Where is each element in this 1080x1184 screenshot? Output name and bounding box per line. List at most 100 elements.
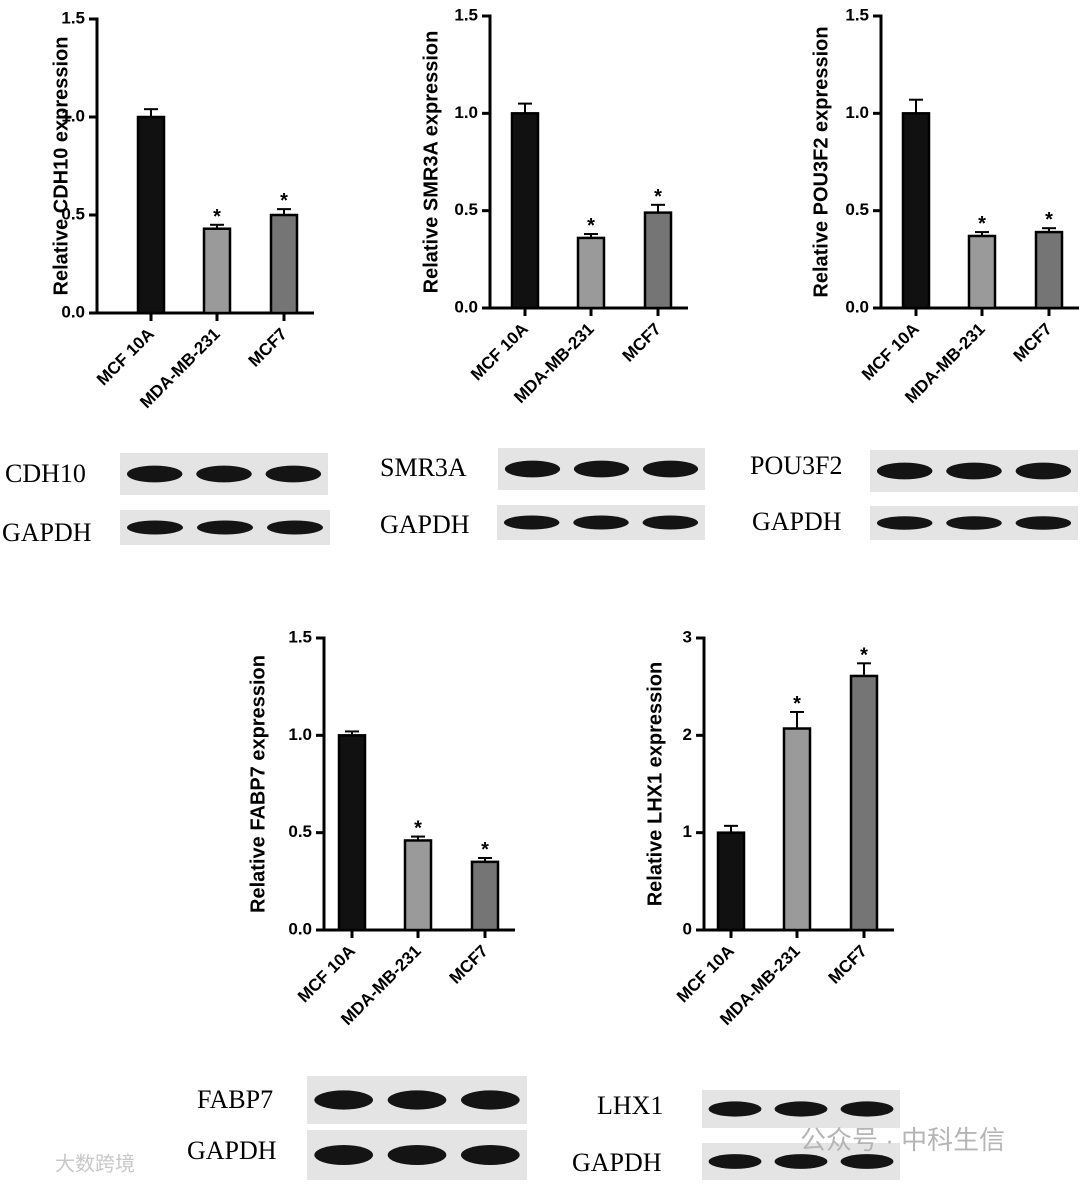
x-tick-label: MCF 10A: [673, 941, 738, 1006]
blot-band: [127, 520, 183, 535]
bar: [782, 727, 812, 932]
bar: [576, 236, 606, 310]
blot-label: SMR3A: [380, 453, 467, 482]
blot-label: LHX1: [597, 1091, 663, 1120]
blot-band: [126, 465, 183, 483]
blot-band: [461, 1090, 520, 1110]
y-tick-label: 1.0: [845, 103, 869, 122]
blot-band: [314, 1145, 373, 1165]
bar: [849, 674, 879, 932]
y-tick-label: 1.5: [288, 627, 312, 646]
bar: [136, 115, 166, 315]
bar: [901, 112, 931, 310]
blot-band: [387, 1145, 447, 1165]
blot-band: [1015, 462, 1072, 480]
y-tick-label: 1.5: [61, 8, 85, 27]
significance-mark: *: [587, 215, 595, 237]
significance-mark: *: [481, 839, 489, 861]
x-tick-label: MCF 10A: [467, 319, 532, 384]
significance-mark: *: [654, 186, 662, 208]
y-tick-label: 2: [683, 725, 692, 744]
blot-band: [642, 515, 699, 530]
blot-label: GAPDH: [2, 518, 92, 547]
significance-mark: *: [793, 693, 801, 715]
significance-mark: *: [860, 644, 868, 666]
y-tick-label: 0.5: [288, 822, 312, 841]
blot-band: [840, 1154, 894, 1169]
blot-label: GAPDH: [572, 1148, 662, 1177]
blot-band: [387, 1090, 447, 1110]
y-tick-label: 0.5: [61, 204, 85, 223]
y-tick-label: 0: [683, 919, 692, 938]
western-blot: FABP7 GAPDH: [187, 1076, 527, 1180]
blot-label: GAPDH: [380, 510, 470, 539]
blot-band: [708, 1154, 762, 1169]
blot-band: [774, 1154, 828, 1169]
blot-band: [314, 1090, 373, 1110]
blot-band: [840, 1101, 894, 1117]
blot-band: [196, 465, 252, 483]
blot-band: [197, 520, 253, 535]
western-blot: SMR3A GAPDH: [380, 448, 705, 540]
blot-label: GAPDH: [187, 1136, 277, 1165]
x-tick-label: MCF7: [825, 941, 871, 987]
blot-band: [876, 462, 933, 480]
blot-band: [573, 515, 629, 530]
significance-mark: *: [1045, 209, 1053, 231]
blot-band: [946, 516, 1002, 530]
watermark: 大数跨境: [55, 1152, 135, 1175]
significance-mark: *: [414, 818, 422, 840]
bar: [470, 860, 500, 932]
x-tick-label: MCF7: [245, 324, 291, 370]
blot-band: [267, 520, 323, 535]
y-axis-label: Relative CDH10 expression: [50, 36, 72, 295]
significance-mark: *: [213, 206, 221, 228]
significance-mark: *: [280, 190, 288, 212]
y-axis-label: Relative POU3F2 expression: [810, 26, 832, 297]
y-tick-label: 1.0: [454, 103, 478, 122]
blot-band: [642, 460, 699, 478]
y-tick-label: 1.0: [288, 725, 312, 744]
watermark: 公众号 · 中科生信: [800, 1125, 1005, 1155]
blot-band: [461, 1145, 520, 1165]
blot-band: [1015, 516, 1072, 530]
y-axis-label: Relative SMR3A expression: [420, 31, 442, 294]
chart: 0.0 0.5 1.0 1.5 Relative POU3F2 expression MC…: [810, 5, 1079, 407]
blot-band: [573, 460, 630, 478]
bar: [510, 112, 540, 310]
blot-band: [503, 515, 560, 530]
bar: [269, 213, 299, 315]
y-tick-label: 0.0: [454, 297, 478, 316]
y-tick-label: 0.0: [288, 919, 312, 938]
x-tick-label: MCF7: [446, 941, 492, 987]
y-tick-label: 0.0: [61, 302, 85, 321]
chart: 0.0 0.5 1.0 1.5 Relative SMR3A expression MCF…: [420, 5, 688, 407]
x-tick-label: MCF7: [619, 319, 665, 365]
bar: [967, 234, 997, 310]
blot-label: CDH10: [5, 459, 86, 488]
bar: [716, 831, 746, 932]
western-blot: CDH10 GAPDH: [2, 453, 330, 547]
blot-band: [708, 1101, 762, 1117]
y-tick-label: 0.5: [845, 200, 869, 219]
x-tick-label: MCF7: [1010, 319, 1056, 365]
blot-band: [946, 462, 1002, 480]
blot-label: POU3F2: [750, 451, 842, 480]
chart: 0.0 0.5 1.0 1.5 Relative FABP7 expression MCF…: [247, 627, 515, 1029]
y-tick-label: 3: [683, 627, 692, 646]
chart: 0.0 0.5 1.0 1.5 Relative CDH10 expression MCF…: [50, 8, 314, 412]
blot-band: [876, 516, 933, 530]
y-tick-label: 1: [683, 822, 692, 841]
blot-band: [504, 460, 561, 478]
blot-band: [774, 1101, 828, 1117]
blot-band: [265, 465, 322, 483]
y-tick-label: 0.5: [454, 200, 478, 219]
western-blot: POU3F2 GAPDH: [750, 450, 1078, 540]
bar: [337, 734, 367, 932]
y-tick-label: 0.0: [845, 297, 869, 316]
y-tick-label: 1.5: [845, 5, 869, 24]
bar: [202, 227, 232, 315]
blot-label: GAPDH: [752, 507, 842, 536]
